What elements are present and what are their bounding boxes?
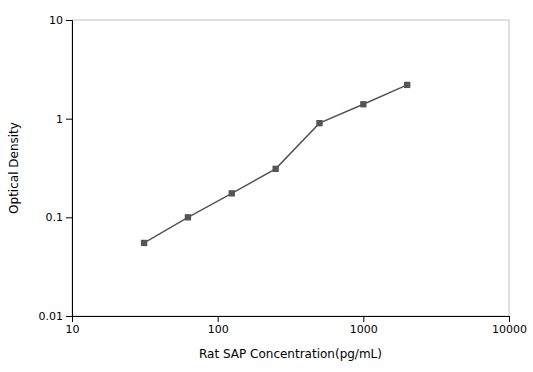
tick: 1000 [350, 316, 378, 336]
data-point [272, 166, 278, 172]
tick-label: 0.1 [46, 211, 64, 224]
data-point [141, 240, 147, 246]
tick-mark [66, 20, 72, 21]
data-point [360, 101, 366, 107]
tick-label: 1000 [350, 323, 378, 336]
tick-mark [218, 316, 219, 322]
tick-label: 10000 [492, 323, 527, 336]
axis-line [73, 317, 510, 323]
y-axis-title: Optical Density [7, 122, 21, 214]
tick: 0.01 [39, 310, 73, 323]
plot-area: 10 100 1000 10000 0.01 0.1 1 10 [39, 14, 528, 336]
tick-mark [66, 119, 72, 120]
data-point [404, 82, 410, 88]
chart-svg: 10 100 1000 10000 0.01 0.1 1 10 Rat SAP Concentr… [0, 0, 533, 372]
tick-label: 10 [66, 323, 80, 336]
y-axis: 0.01 0.1 1 10 [39, 14, 73, 323]
tick: 10 [66, 316, 80, 336]
tick: 1 [56, 113, 72, 126]
tick: 0.1 [46, 211, 73, 224]
x-axis-title: Rat SAP Concentration(pg/mL) [199, 347, 382, 361]
data-line [144, 85, 407, 243]
tick-mark [509, 316, 510, 322]
data-point [185, 214, 191, 220]
tick-label: 0.01 [39, 310, 64, 323]
axis-line [66, 21, 73, 317]
tick: 10000 [492, 316, 527, 336]
tick-label: 1 [56, 113, 63, 126]
data-point [316, 120, 322, 126]
tick: 10 [49, 14, 72, 27]
tick-mark [363, 316, 364, 322]
data-point [229, 190, 235, 196]
chart-container: 10 100 1000 10000 0.01 0.1 1 10 Rat SAP Concentr… [0, 0, 533, 372]
marks [141, 82, 410, 246]
x-axis: 10 100 1000 10000 [66, 316, 528, 336]
tick-label: 10 [49, 14, 63, 27]
tick-mark [66, 316, 72, 317]
tick-mark [66, 217, 72, 218]
tick-label: 100 [208, 323, 229, 336]
plot-frame [72, 20, 509, 316]
tick: 100 [208, 316, 229, 336]
